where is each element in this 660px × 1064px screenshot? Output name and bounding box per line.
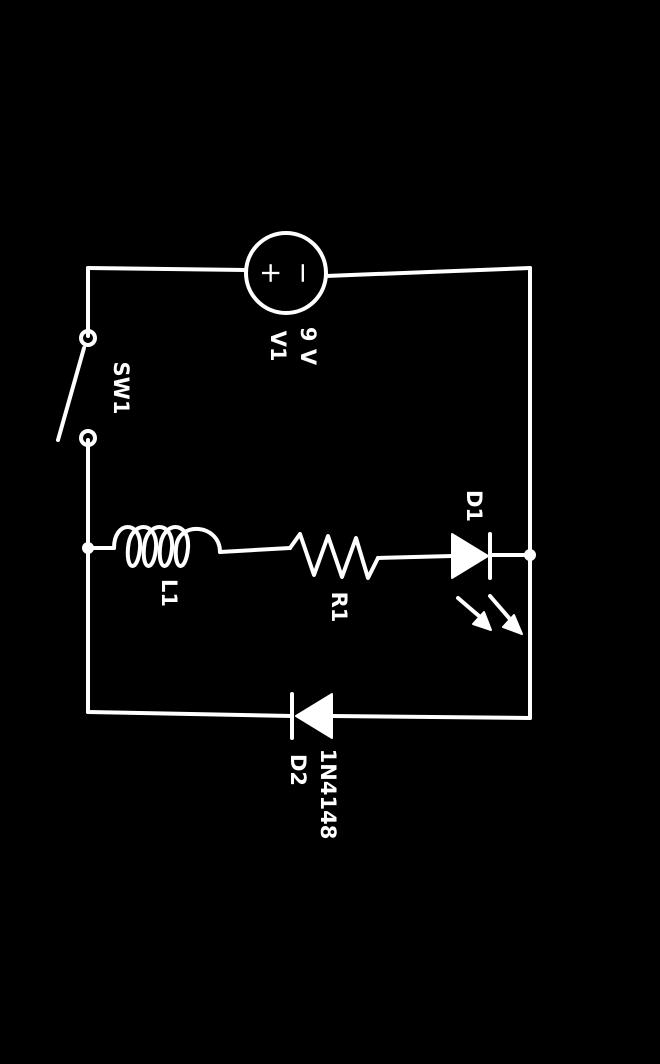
diode-d2: D2 1N4148: [286, 692, 340, 840]
wire-branch-resistor-led: [376, 554, 454, 560]
wires: [86, 266, 532, 720]
wire-bottom-left: [86, 710, 294, 718]
emission-arrowhead-2: [502, 614, 523, 635]
resistor-ref-label: R1: [327, 592, 351, 623]
led-ref-label: D1: [462, 490, 486, 522]
diode-part-label: 1N4148: [316, 749, 340, 840]
led-d1: D1: [451, 490, 523, 635]
switch-sw1: SW1: [56, 329, 133, 447]
diode-ref-label: D2: [286, 754, 310, 786]
junction-dot-left: [82, 542, 94, 554]
emission-arrowhead-1: [472, 611, 492, 631]
switch-terminal-top: [79, 329, 97, 347]
switch-lever: [56, 346, 86, 442]
light-emission-arrows: [456, 594, 523, 635]
inductor-l1: L1: [112, 525, 222, 607]
wire-bottom-right: [330, 714, 532, 720]
inductor-ref-label: L1: [157, 579, 181, 607]
switch-ref-label: SW1: [109, 362, 133, 415]
resistor-r1: R1: [288, 532, 380, 623]
inductor-coil: [112, 525, 222, 568]
switch-terminal-bottom: [79, 429, 97, 447]
junction-dot-right: [524, 549, 536, 561]
wire-top-right: [324, 266, 532, 278]
wire-branch-inductor-resistor: [218, 546, 292, 554]
voltage-source-v1: + − V1 9 V: [244, 231, 328, 366]
resistor-zigzag: [288, 532, 380, 580]
source-ref-label: V1: [266, 331, 290, 362]
source-plus-sign: +: [255, 261, 288, 284]
source-value-label: 9 V: [296, 327, 320, 366]
wire-top-left: [86, 266, 248, 272]
source-minus-sign: −: [287, 261, 320, 284]
diode-triangle: [295, 693, 333, 739]
source-circle: [244, 231, 328, 315]
led-triangle: [451, 533, 489, 579]
